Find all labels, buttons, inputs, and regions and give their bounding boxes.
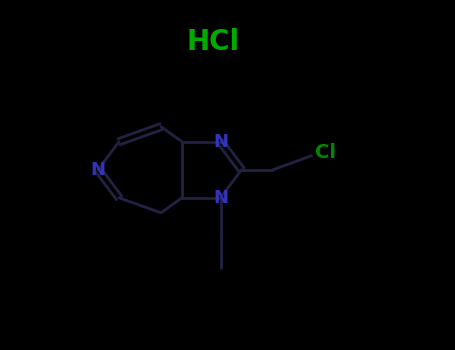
Text: HCl: HCl — [187, 28, 240, 56]
Text: N: N — [91, 161, 106, 179]
Text: Cl: Cl — [315, 143, 336, 162]
Text: N: N — [213, 133, 228, 151]
Text: N: N — [213, 189, 228, 207]
